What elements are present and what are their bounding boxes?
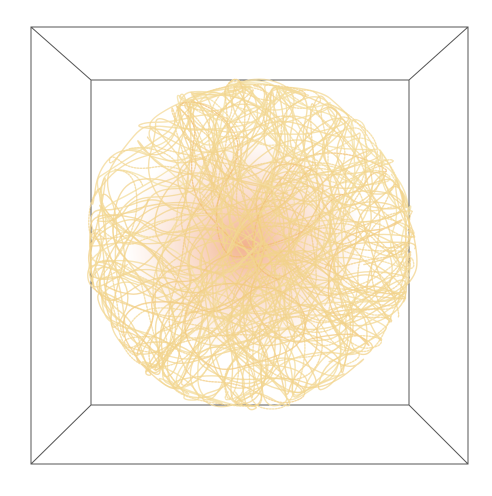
box-edge-bottom-left <box>30 404 92 465</box>
trajectory-curve <box>128 94 409 245</box>
trajectory-curve <box>214 249 412 407</box>
trajectory-curve <box>98 80 278 356</box>
trajectory-curve <box>264 116 415 352</box>
box-edge-top-left <box>30 26 92 81</box>
trajectory-curve <box>99 180 407 341</box>
trajectory-curve <box>224 85 415 401</box>
box-edge-top-right <box>408 26 469 81</box>
trajectory-curve <box>175 104 365 389</box>
trajectory-curve <box>98 197 344 390</box>
trajectory-curve <box>89 115 323 381</box>
trajectory-tangle <box>87 78 418 411</box>
trajectory-curve <box>97 139 347 385</box>
trajectory-curve <box>200 91 395 389</box>
trajectory-curve <box>196 78 406 323</box>
trajectory-curve <box>148 107 408 371</box>
trajectory-curve <box>118 159 400 368</box>
trajectory-curve <box>106 83 337 360</box>
trajectory-curve <box>137 99 418 353</box>
box-edge-bottom-right <box>408 404 469 465</box>
trajectory-curve <box>88 90 330 291</box>
trajectory-curve <box>246 127 405 368</box>
trajectory-curve <box>138 114 361 245</box>
trajectory-curve <box>178 101 388 281</box>
trajectory-curve <box>98 78 381 214</box>
trajectory-curve <box>224 83 412 294</box>
box-front-face <box>30 26 469 465</box>
trajectory-curve <box>189 87 377 396</box>
trajectory-curve <box>186 88 401 205</box>
trajectory-curve <box>123 135 405 358</box>
trajectory-curve <box>201 231 393 408</box>
trajectory-curve <box>122 168 312 371</box>
trajectory-curve <box>161 85 289 404</box>
